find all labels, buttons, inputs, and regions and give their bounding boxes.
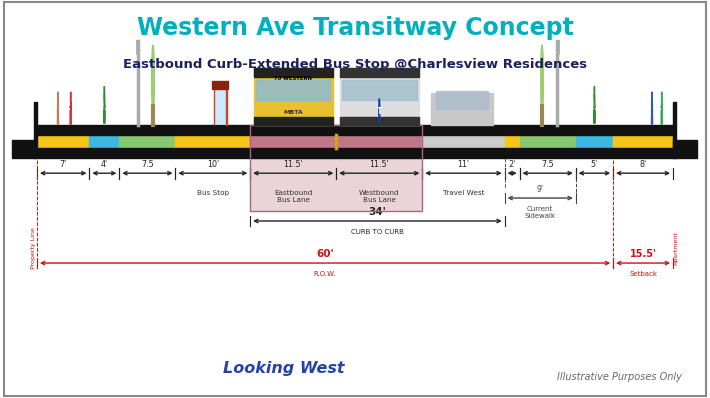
- Text: 11.5': 11.5': [369, 160, 389, 169]
- Text: 8': 8': [640, 160, 647, 169]
- Bar: [175, 135, 250, 148]
- Circle shape: [379, 99, 380, 123]
- Bar: [576, 135, 613, 148]
- Bar: [673, 102, 676, 158]
- Bar: [226, 83, 227, 125]
- Bar: [34, 102, 37, 158]
- Bar: [340, 68, 419, 125]
- Bar: [119, 135, 175, 148]
- Bar: [37, 125, 673, 135]
- Bar: [340, 68, 419, 77]
- Text: 60': 60': [316, 249, 334, 259]
- Text: 11': 11': [457, 160, 469, 169]
- Bar: [520, 135, 576, 148]
- Bar: [613, 135, 673, 148]
- Bar: [673, 140, 697, 158]
- Text: 7.5: 7.5: [141, 160, 154, 169]
- Text: Eastbound Curb-Extended Bus Stop @Charlesview Residences: Eastbound Curb-Extended Bus Stop @Charle…: [123, 58, 587, 71]
- Text: 7': 7': [60, 160, 67, 169]
- Text: Travel West: Travel West: [443, 190, 484, 196]
- Bar: [37, 135, 89, 148]
- Bar: [254, 68, 332, 125]
- Bar: [340, 117, 419, 125]
- Bar: [431, 93, 493, 125]
- Text: Current
Sidewalk: Current Sidewalk: [525, 206, 556, 219]
- Text: Looking West: Looking West: [223, 361, 345, 376]
- Bar: [342, 80, 417, 100]
- Bar: [250, 135, 337, 148]
- Text: Property Line: Property Line: [31, 227, 36, 269]
- Text: Eastbound
Bus Lane: Eastbound Bus Lane: [274, 190, 312, 203]
- Text: Setback: Setback: [629, 271, 657, 277]
- Text: CURB TO CURB: CURB TO CURB: [351, 228, 404, 235]
- Bar: [89, 135, 119, 148]
- Text: Western Ave Transitway Concept: Western Ave Transitway Concept: [136, 16, 574, 40]
- Text: Illustrative Purposes Only: Illustrative Purposes Only: [557, 372, 682, 382]
- Bar: [212, 82, 228, 89]
- Bar: [254, 68, 332, 77]
- Bar: [250, 125, 422, 211]
- Text: 11.5': 11.5': [283, 160, 303, 169]
- Text: 9': 9': [537, 185, 544, 194]
- Text: Bus Stop: Bus Stop: [197, 190, 229, 196]
- Text: Westbound
Bus Lane: Westbound Bus Lane: [359, 190, 400, 203]
- Bar: [337, 135, 422, 148]
- Text: 10': 10': [207, 160, 219, 169]
- Text: 2': 2': [508, 160, 515, 169]
- Text: 34': 34': [368, 207, 386, 217]
- Text: 4': 4': [101, 160, 108, 169]
- Text: 7.5: 7.5: [541, 160, 554, 169]
- Bar: [11, 140, 36, 158]
- Bar: [254, 117, 332, 125]
- Bar: [505, 135, 520, 148]
- Text: MBTA: MBTA: [283, 110, 303, 115]
- Text: 70 WESTERN: 70 WESTERN: [274, 76, 312, 81]
- Circle shape: [152, 45, 154, 114]
- Text: T: T: [376, 107, 382, 115]
- Text: 5': 5': [591, 160, 598, 169]
- Bar: [422, 135, 505, 148]
- Bar: [37, 148, 673, 158]
- Bar: [436, 91, 488, 109]
- Text: 15.5': 15.5': [630, 249, 657, 259]
- Bar: [250, 125, 422, 211]
- Bar: [256, 80, 330, 100]
- Circle shape: [541, 45, 543, 114]
- Bar: [214, 83, 227, 125]
- Text: R.O.W.: R.O.W.: [314, 271, 337, 277]
- Text: Apartment: Apartment: [674, 231, 679, 265]
